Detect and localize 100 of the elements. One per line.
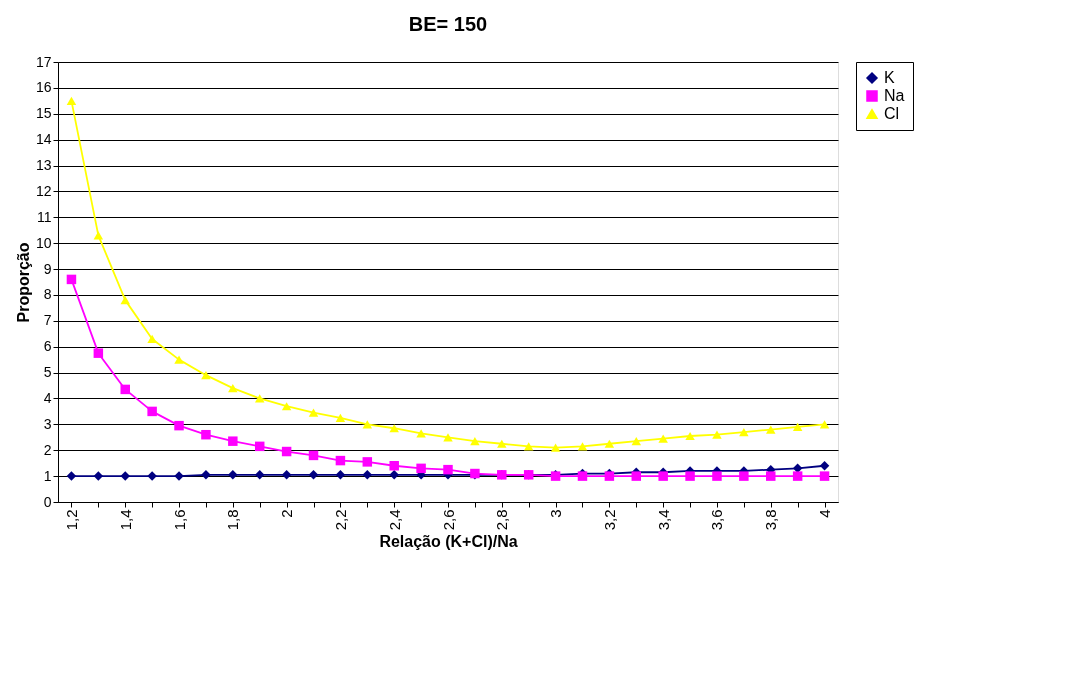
x-tick-label: 3,8 bbox=[762, 509, 780, 531]
x-tick-label: 2,2 bbox=[331, 509, 349, 531]
point bbox=[416, 463, 426, 474]
point bbox=[523, 442, 534, 451]
point bbox=[766, 425, 776, 434]
point bbox=[389, 470, 399, 480]
point bbox=[792, 471, 803, 481]
point bbox=[66, 96, 77, 105]
point bbox=[577, 442, 588, 451]
point bbox=[228, 384, 238, 393]
legend-label: Na bbox=[884, 87, 905, 104]
point bbox=[819, 461, 830, 471]
point bbox=[254, 470, 265, 480]
x-tick-label: 3,6 bbox=[708, 509, 726, 531]
legend-label: Cl bbox=[884, 105, 900, 122]
point bbox=[362, 470, 373, 480]
y-tick-label: 17 bbox=[35, 53, 52, 70]
point bbox=[201, 429, 211, 440]
x-tick-label: 4 bbox=[816, 509, 834, 518]
y-tick-label: 2 bbox=[43, 441, 52, 458]
point bbox=[201, 371, 211, 380]
point bbox=[228, 470, 238, 480]
point bbox=[66, 471, 77, 481]
x-tick-label: 2,8 bbox=[493, 509, 511, 531]
point bbox=[819, 420, 830, 429]
point bbox=[819, 471, 830, 481]
point bbox=[685, 431, 695, 441]
y-tick-label: 9 bbox=[43, 260, 52, 277]
y-tick-label: 14 bbox=[35, 131, 52, 148]
x-axis-title: Relação (K+Cl)/Na bbox=[379, 533, 518, 551]
x-tick-label: 1,6 bbox=[170, 509, 188, 531]
point bbox=[93, 231, 104, 240]
point bbox=[147, 334, 157, 344]
point bbox=[470, 437, 480, 446]
point bbox=[335, 455, 346, 466]
y-tick-label: 3 bbox=[43, 415, 52, 432]
y-tick-label: 7 bbox=[43, 312, 52, 329]
point bbox=[416, 429, 426, 438]
point bbox=[120, 471, 130, 481]
point bbox=[550, 443, 561, 452]
x-tick-label: 2,6 bbox=[439, 509, 457, 531]
y-tick-label: 11 bbox=[36, 208, 52, 225]
y-tick-label: 0 bbox=[43, 493, 52, 510]
y-tick-label: 8 bbox=[43, 286, 52, 303]
x-tick-label: 3,2 bbox=[600, 509, 618, 531]
x-tick-label: 3 bbox=[547, 509, 565, 518]
point bbox=[389, 424, 399, 433]
y-tick-label: 10 bbox=[35, 234, 52, 251]
point bbox=[389, 461, 399, 471]
y-tick-label: 6 bbox=[43, 338, 52, 355]
point bbox=[658, 434, 668, 443]
point bbox=[174, 420, 184, 431]
y-tick-label: 1 bbox=[43, 467, 52, 484]
y-axis-title: Proporção bbox=[14, 242, 32, 323]
point bbox=[712, 430, 722, 439]
point bbox=[362, 457, 373, 467]
point bbox=[281, 470, 292, 480]
y-tick-label: 13 bbox=[35, 157, 52, 174]
point bbox=[712, 471, 722, 481]
point bbox=[631, 471, 642, 481]
point bbox=[93, 471, 104, 481]
point bbox=[147, 406, 157, 417]
point bbox=[792, 422, 803, 432]
point bbox=[228, 436, 238, 446]
x-tick-label: 1,8 bbox=[224, 509, 242, 531]
point bbox=[739, 471, 749, 481]
point bbox=[631, 437, 642, 446]
point bbox=[281, 446, 292, 457]
x-tick-label: 1,2 bbox=[62, 509, 80, 531]
point bbox=[308, 450, 319, 461]
point bbox=[497, 439, 507, 448]
point bbox=[281, 402, 292, 411]
x-tick-label: 1,4 bbox=[116, 509, 134, 531]
point bbox=[604, 439, 615, 448]
chart-title: BE= 150 bbox=[408, 13, 488, 35]
x-tick-label: 2,4 bbox=[385, 509, 403, 531]
point bbox=[66, 274, 77, 285]
point bbox=[93, 348, 104, 358]
point bbox=[443, 433, 453, 442]
point bbox=[335, 470, 346, 480]
y-tick-label: 5 bbox=[43, 364, 52, 381]
point bbox=[658, 471, 668, 481]
point bbox=[120, 296, 130, 305]
y-tick-label: 12 bbox=[35, 182, 52, 199]
point bbox=[443, 464, 453, 475]
y-tick-label: 4 bbox=[43, 389, 52, 406]
point bbox=[308, 470, 319, 480]
point bbox=[120, 384, 130, 395]
point bbox=[739, 428, 749, 437]
legend-label: K bbox=[884, 69, 895, 86]
point bbox=[254, 394, 265, 403]
point bbox=[308, 408, 319, 417]
point bbox=[685, 471, 695, 481]
y-tick-label: 16 bbox=[35, 79, 52, 96]
point bbox=[254, 441, 265, 452]
point bbox=[766, 471, 776, 481]
point bbox=[174, 355, 184, 364]
y-tick-label: 15 bbox=[35, 105, 52, 122]
x-tick-label: 2 bbox=[278, 509, 296, 518]
point bbox=[335, 413, 346, 422]
